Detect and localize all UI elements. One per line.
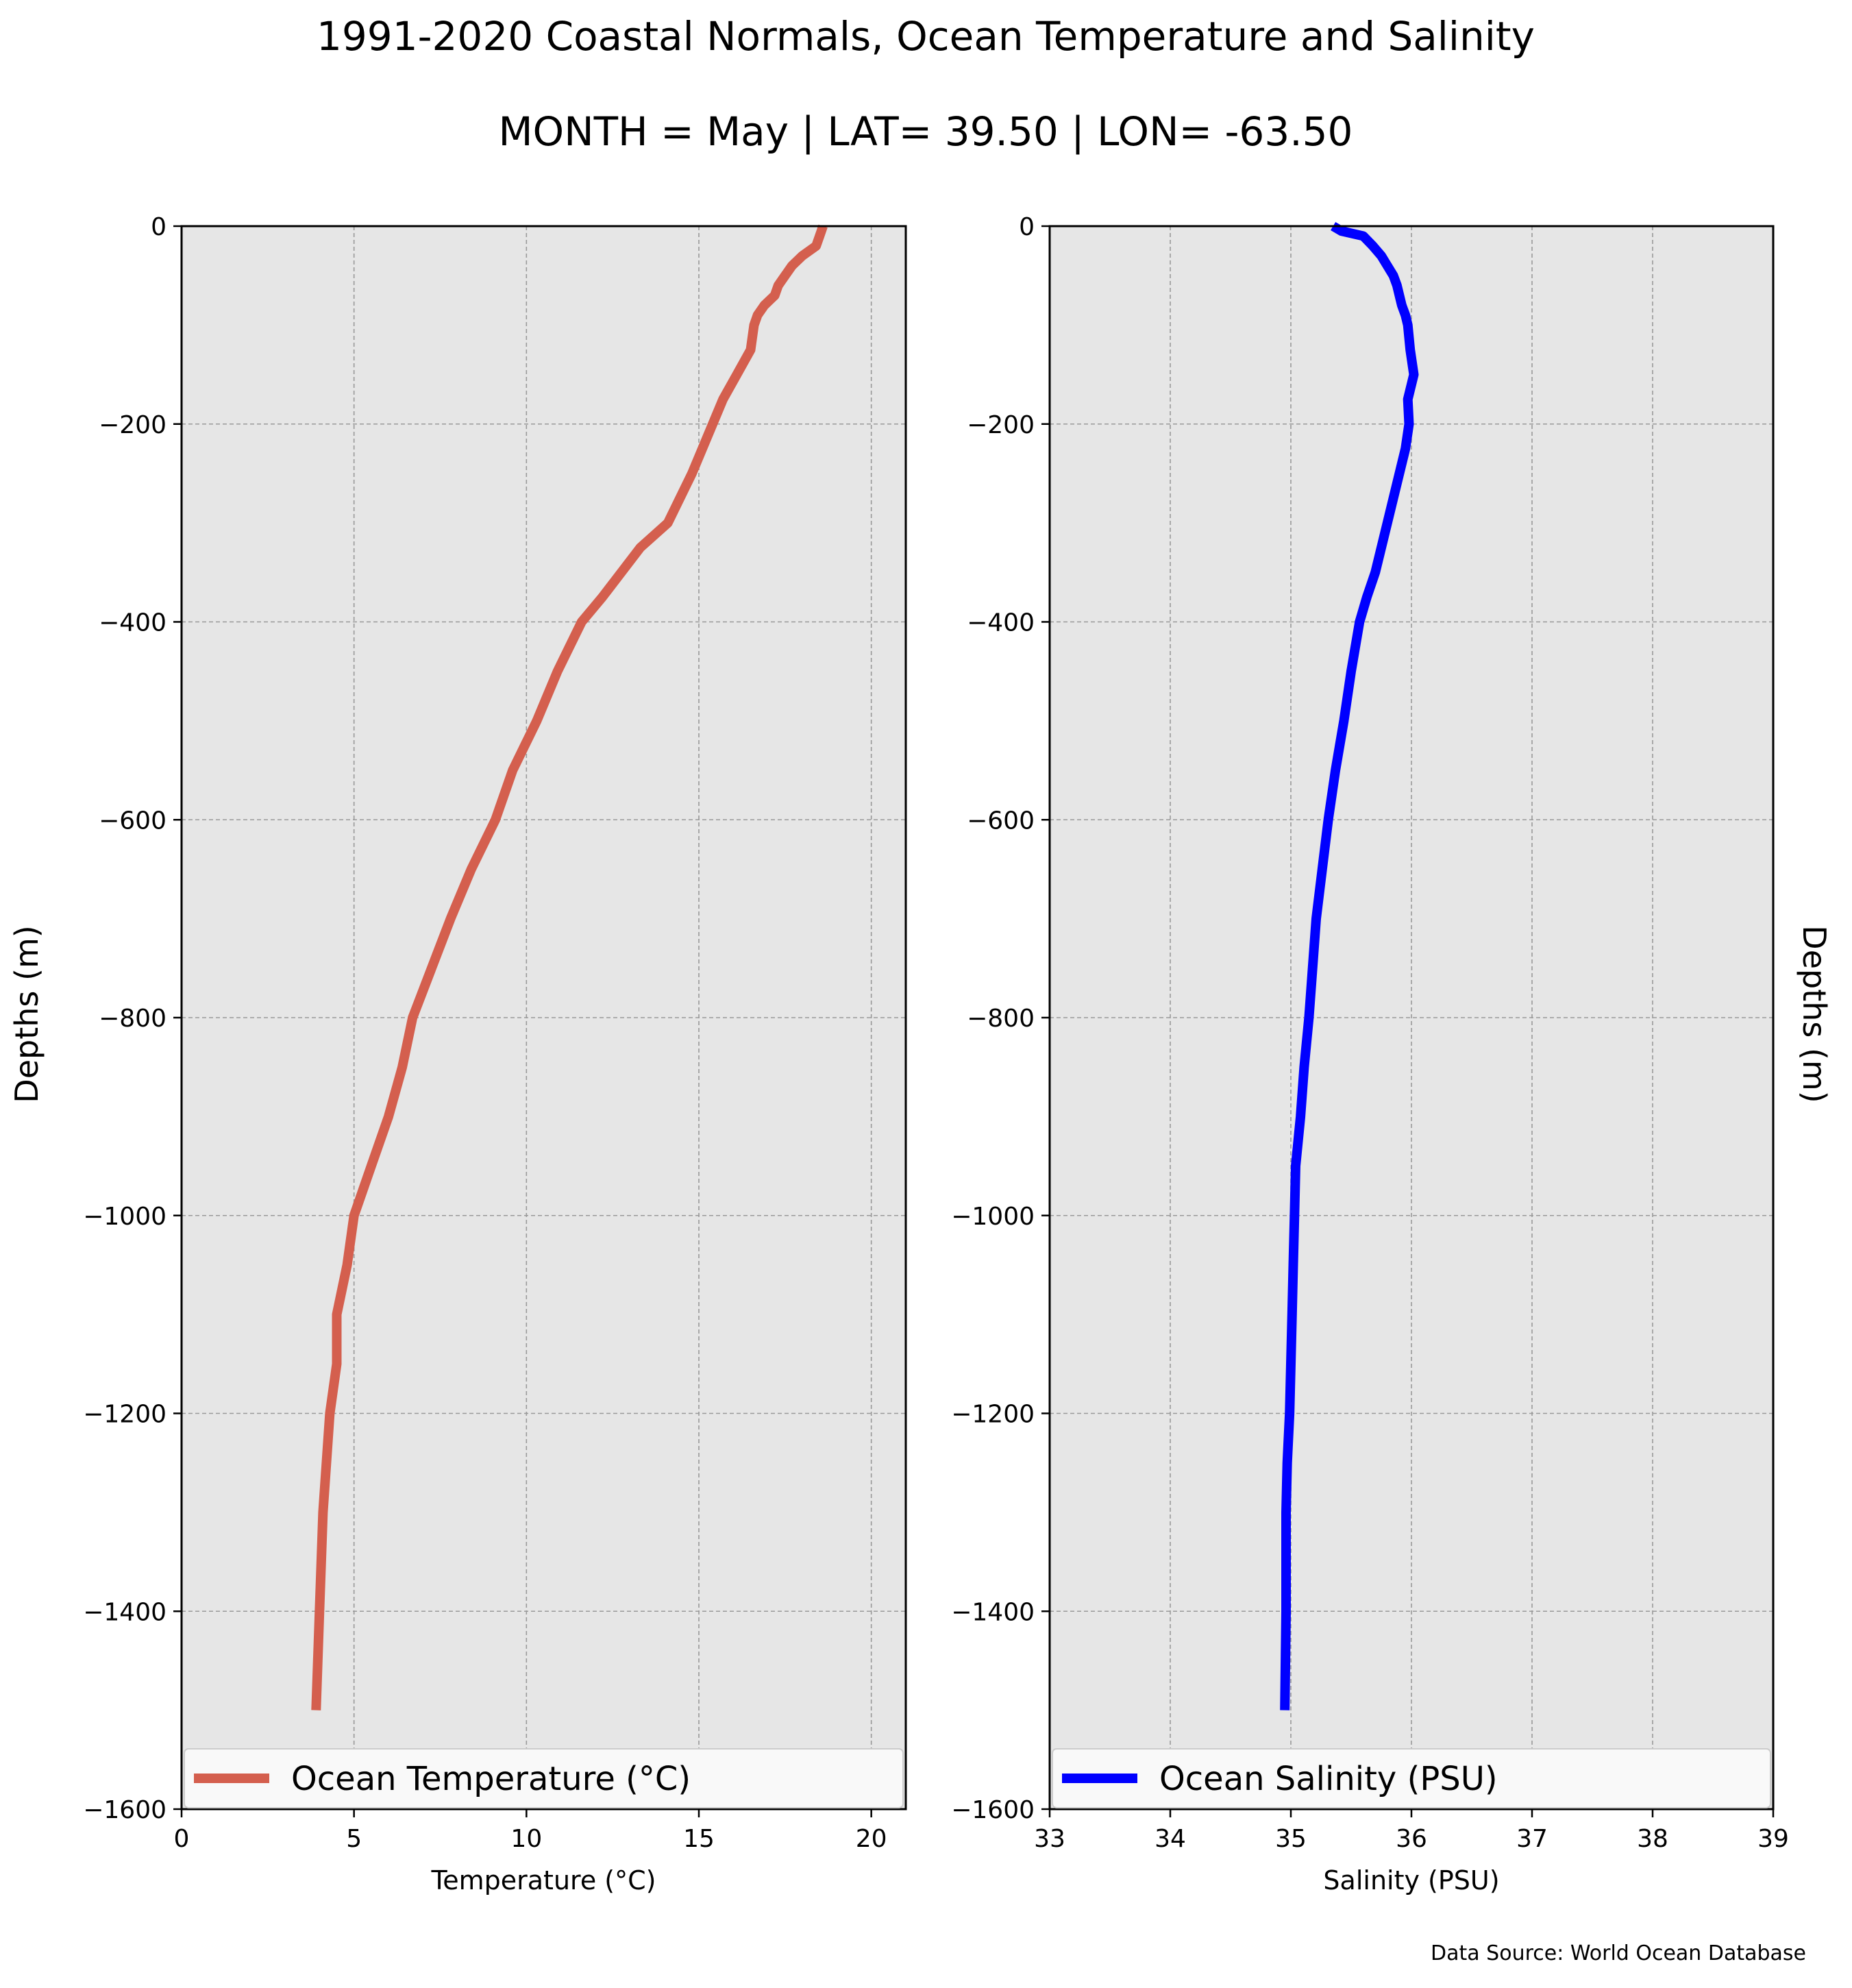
legend-box [184, 1748, 904, 1808]
x-tick-label: 35 [1275, 1825, 1307, 1853]
x-tick-label: 36 [1396, 1825, 1427, 1853]
y-tick-label: −1400 [951, 1598, 1035, 1626]
y-tick-label: 0 [151, 213, 166, 241]
data-source-note: Data Source: World Ocean Database [1431, 1941, 1806, 1965]
x-tick-label: 0 [174, 1825, 190, 1853]
x-tick-label: 37 [1516, 1825, 1548, 1853]
x-tick-label: 5 [346, 1825, 362, 1853]
y-tick-label: −200 [99, 411, 166, 439]
left-ylabel: Depths (m) [8, 925, 45, 1103]
legend-label: Ocean Temperature (°C) [291, 1760, 691, 1798]
y-tick-label: −400 [967, 609, 1035, 637]
chart-subtitle: MONTH = May | LAT= 39.50 | LON= -63.50 [499, 108, 1353, 155]
x-tick-label: 33 [1034, 1825, 1065, 1853]
legend-box [1052, 1748, 1771, 1808]
x-axis-label: Salinity (PSU) [1323, 1865, 1499, 1895]
legend: Ocean Temperature (°C) [184, 1748, 904, 1808]
x-axis-label: Temperature (°C) [431, 1865, 656, 1895]
plot-area [182, 226, 906, 1809]
y-tick-label: −1600 [83, 1796, 166, 1824]
legend: Ocean Salinity (PSU) [1052, 1748, 1771, 1808]
y-tick-label: −1200 [83, 1401, 166, 1429]
series-line [311, 224, 828, 1710]
x-tick-label: 10 [510, 1825, 542, 1853]
x-tick-label: 34 [1155, 1825, 1186, 1853]
y-tick-label: −1400 [83, 1598, 166, 1626]
y-tick-label: −800 [967, 1005, 1035, 1033]
x-tick-label: 39 [1757, 1825, 1789, 1853]
y-tick-label: −1200 [951, 1401, 1035, 1429]
y-tick-label: −800 [99, 1005, 166, 1033]
y-tick-label: −1600 [951, 1796, 1035, 1824]
x-tick-label: 15 [683, 1825, 715, 1853]
chart-title: 1991-2020 Coastal Normals, Ocean Tempera… [317, 13, 1535, 60]
series-line [1280, 221, 1419, 1710]
y-tick-label: −1000 [83, 1203, 166, 1231]
legend-label: Ocean Salinity (PSU) [1159, 1760, 1498, 1798]
x-tick-label: 38 [1637, 1825, 1668, 1853]
salinity-panel: 33 34 35 36 37 38 39 0 −200 −400 −600 −800 −1000 −120… [951, 213, 1789, 1895]
y-tick-label: 0 [1019, 213, 1035, 241]
y-tick-label: −600 [967, 807, 1035, 835]
y-tick-label: −200 [967, 411, 1035, 439]
y-tick-label: −600 [99, 807, 166, 835]
x-tick-label: 20 [856, 1825, 887, 1853]
right-ylabel: Depths (m) [1796, 925, 1833, 1103]
temperature-panel: 0 5 10 15 20 0 −200 −400 −600 −800 −1000 −1200 −1400… [83, 213, 907, 1895]
y-tick-label: −1000 [951, 1203, 1035, 1231]
y-tick-label: −400 [99, 609, 166, 637]
